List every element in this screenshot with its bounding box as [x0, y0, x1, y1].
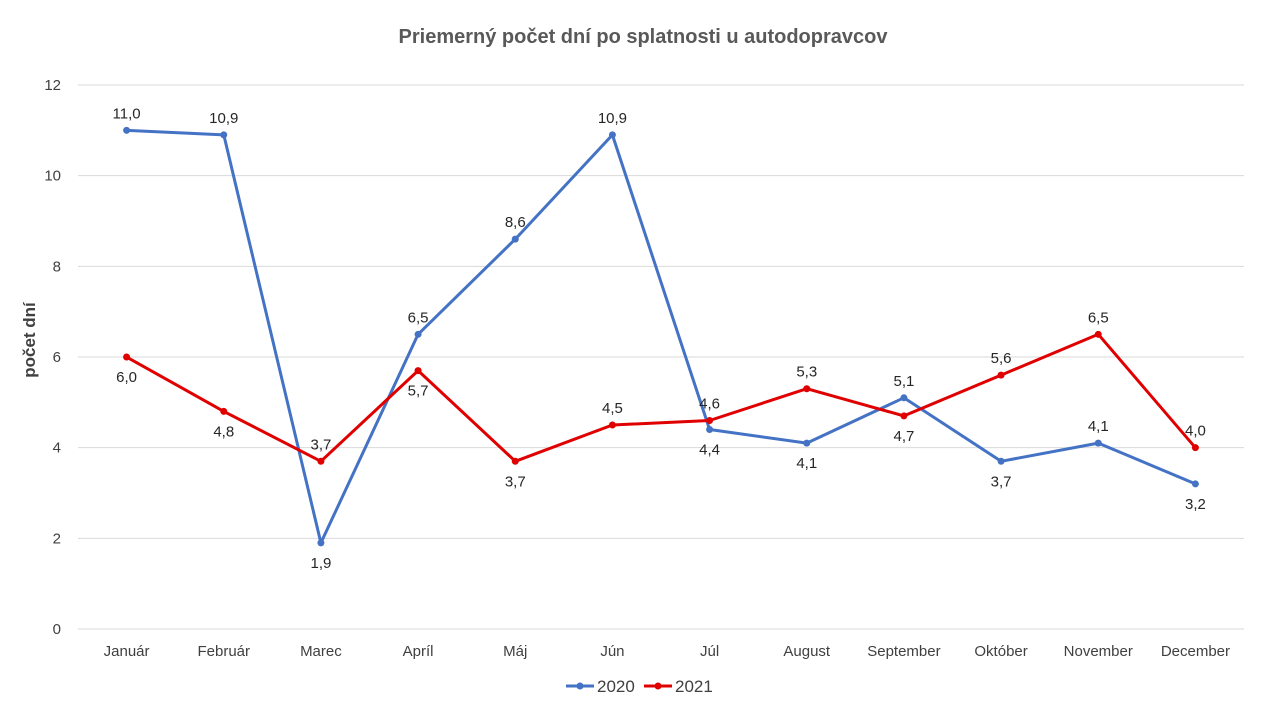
x-tick-label: December	[1161, 643, 1230, 660]
data-label: 6,0	[116, 369, 137, 386]
data-label: 11,0	[113, 105, 141, 122]
data-point	[317, 457, 325, 465]
data-label: 4,0	[1185, 423, 1206, 440]
y-tick-label: 0	[53, 621, 61, 638]
x-tick-label: Október	[974, 643, 1027, 660]
legend-item-2021: 2021	[644, 677, 713, 696]
legend-item-2020: 2020	[566, 677, 635, 696]
data-point	[1191, 480, 1199, 488]
data-label: 3,7	[991, 473, 1012, 490]
data-point	[1094, 439, 1102, 447]
legend: 2020 2021	[566, 677, 713, 696]
data-label: 4,8	[213, 423, 234, 440]
series-line	[125, 332, 1197, 463]
data-label: 10,9	[598, 110, 627, 127]
data-label: 5,6	[991, 350, 1012, 367]
data-point	[900, 394, 908, 402]
data-label: 3,2	[1185, 496, 1206, 513]
data-label: 4,6	[699, 395, 720, 412]
series-lines	[123, 126, 1199, 547]
y-tick-label: 8	[53, 258, 61, 275]
x-tick-label: Marec	[300, 643, 342, 660]
y-tick-label: 4	[53, 440, 61, 457]
data-point	[997, 371, 1005, 379]
data-labels: 11,0 10,9 1,9 6,5 8,6 10,9 4,4 4,1 5,1 3,7 4,1 3,2 6…	[113, 105, 1206, 572]
data-label: 5,1	[893, 373, 914, 390]
y-tick-label: 2	[53, 530, 61, 547]
data-point	[414, 367, 422, 375]
legend-marker	[576, 682, 584, 690]
chart-title: Priemerný počet dní po splatnosti u auto…	[399, 26, 889, 48]
data-point	[123, 126, 131, 134]
data-point	[608, 131, 616, 139]
y-tick-label: 12	[44, 77, 61, 94]
data-label: 1,9	[310, 555, 331, 572]
legend-label: 2021	[675, 677, 713, 696]
x-tick-label: November	[1064, 643, 1133, 660]
data-point	[803, 439, 811, 447]
data-point	[900, 412, 908, 420]
x-tick-label: Júl	[700, 643, 719, 660]
series-2021	[123, 330, 1199, 465]
legend-label: 2020	[597, 677, 635, 696]
legend-marker	[654, 682, 662, 690]
data-label: 4,1	[796, 455, 817, 472]
data-point	[803, 385, 811, 393]
data-point	[511, 457, 519, 465]
data-point	[414, 330, 422, 338]
data-point	[706, 416, 714, 424]
data-point	[220, 407, 228, 415]
data-label: 3,7	[310, 436, 331, 453]
x-tick-label: Január	[104, 643, 150, 660]
x-axis-ticks: Január Február Marec Apríl Máj Jún Júl August Se…	[104, 643, 1230, 660]
data-label: 5,7	[408, 383, 429, 400]
x-tick-label: August	[783, 643, 831, 660]
data-label: 8,6	[505, 214, 526, 231]
series-2020	[123, 126, 1199, 547]
x-tick-label: Máj	[503, 643, 527, 660]
data-point	[511, 235, 519, 243]
series-line	[126, 128, 1196, 545]
x-tick-label: Jún	[600, 643, 624, 660]
data-label: 6,5	[1088, 309, 1109, 326]
x-tick-label: Apríl	[403, 643, 434, 660]
data-point	[1191, 444, 1199, 452]
data-point	[1094, 330, 1102, 338]
x-tick-label: Február	[197, 643, 250, 660]
y-tick-label: 6	[53, 349, 61, 366]
data-label: 5,3	[796, 364, 817, 381]
data-point	[123, 353, 131, 361]
x-tick-label: September	[867, 643, 940, 660]
data-point	[220, 131, 228, 139]
gridlines	[78, 84, 1244, 630]
y-axis-ticks: 0 2 4 6 8 10 12	[44, 77, 61, 638]
data-label: 4,1	[1088, 418, 1109, 435]
y-tick-label: 10	[44, 168, 61, 185]
y-axis-label: počet dní	[20, 301, 39, 378]
data-point	[997, 457, 1005, 465]
data-label: 6,5	[408, 309, 429, 326]
data-label: 3,7	[505, 473, 526, 490]
data-label: 10,9	[209, 110, 238, 127]
data-label: 4,7	[893, 428, 914, 445]
data-point	[608, 421, 616, 429]
data-label: 4,4	[699, 442, 720, 459]
data-point	[706, 426, 714, 434]
data-label: 4,5	[602, 400, 623, 417]
data-point	[317, 539, 325, 547]
